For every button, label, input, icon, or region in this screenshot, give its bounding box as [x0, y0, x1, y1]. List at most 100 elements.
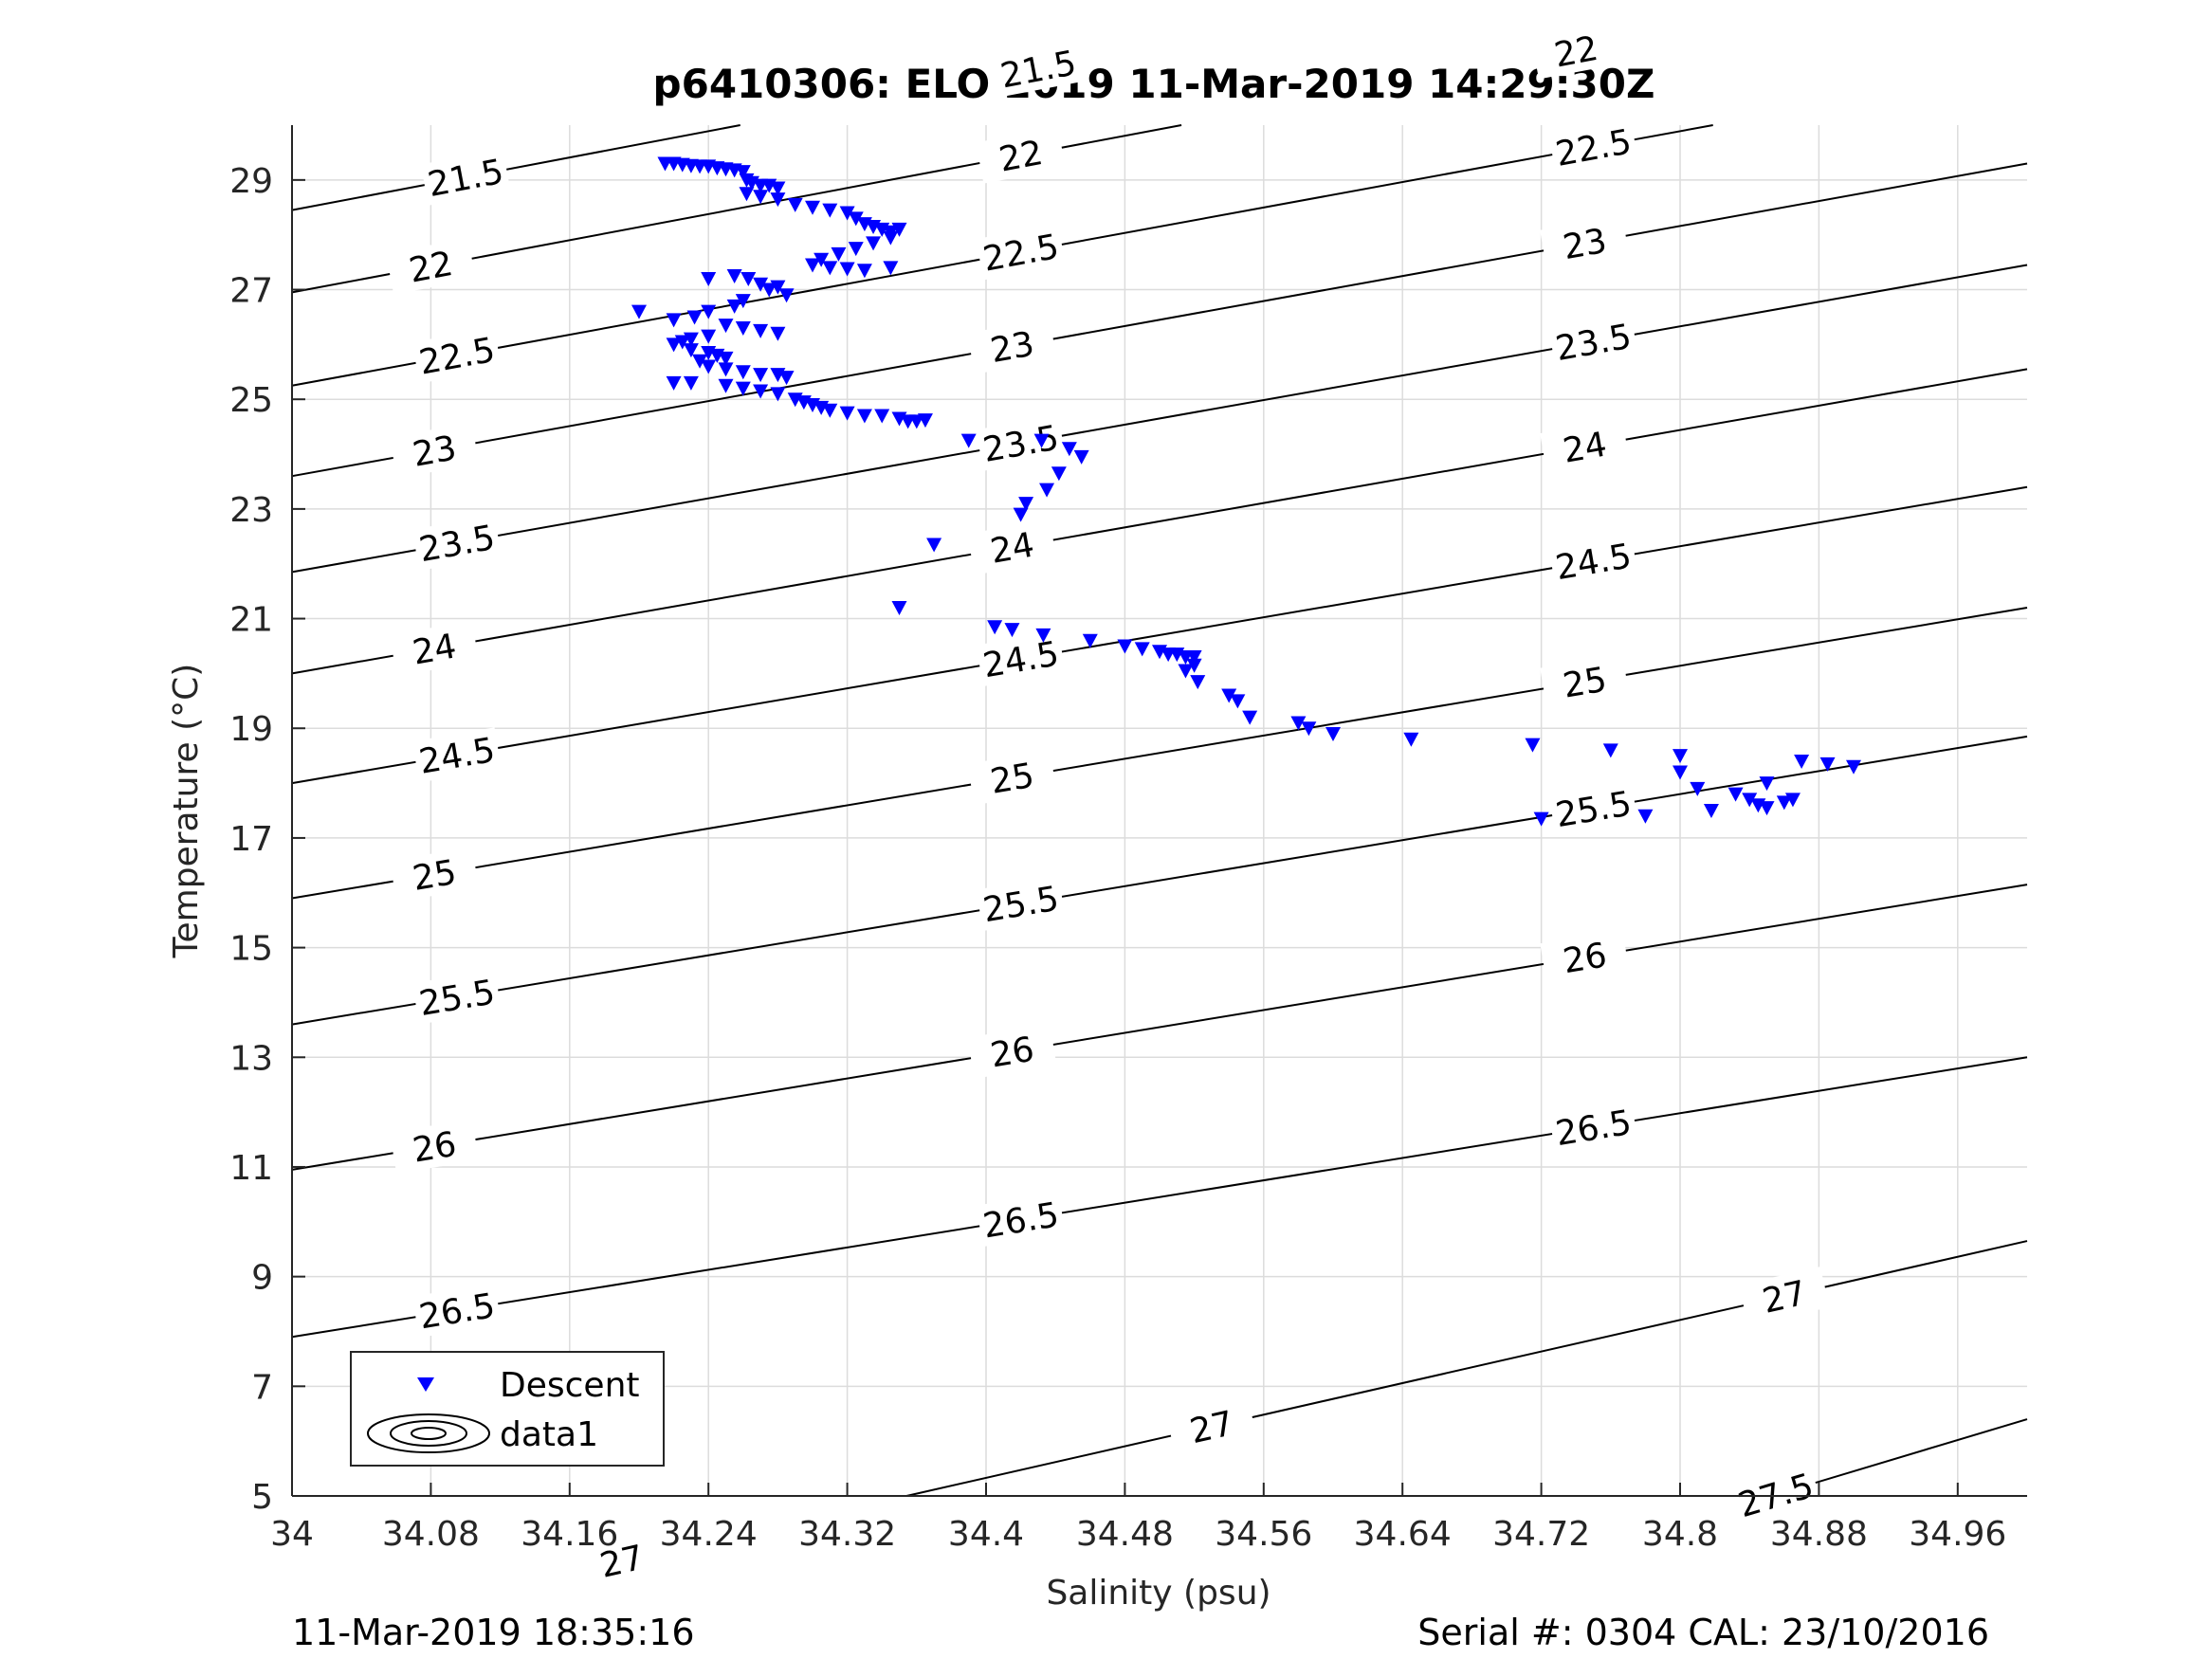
data-point — [856, 264, 872, 279]
contour-label-bg — [390, 1119, 480, 1175]
data-point — [1033, 433, 1050, 448]
data-point — [718, 319, 734, 334]
data-point — [1728, 787, 1744, 802]
data-point — [770, 192, 786, 208]
contour-label-bg — [420, 149, 511, 206]
y-tick-label: 29 — [229, 162, 273, 201]
data-point — [1134, 642, 1150, 657]
contour-label-bg — [1548, 314, 1638, 370]
data-point — [1230, 694, 1246, 709]
y-tick-label: 11 — [229, 1149, 273, 1188]
contour-label-bg — [1540, 929, 1630, 985]
y-tick-label: 17 — [229, 820, 273, 859]
data-point — [1602, 743, 1618, 758]
contour-label-bg — [386, 238, 476, 295]
data-point — [683, 343, 699, 358]
contour-label-bg — [389, 620, 480, 677]
contour-label-bg — [967, 750, 1057, 806]
data-point — [1784, 793, 1801, 808]
contour-line-26 — [291, 884, 2028, 1171]
y-tick-label: 5 — [251, 1478, 273, 1517]
data-point — [814, 252, 830, 267]
contour-label-bg — [993, 40, 1084, 98]
data-point — [1178, 664, 1194, 679]
footer-timestamp: 11-Mar-2019 18:35:16 — [292, 1612, 695, 1653]
data-point — [1673, 749, 1688, 764]
x-tick-label: 34.16 — [521, 1515, 618, 1554]
data-point — [1673, 765, 1688, 780]
data-point — [701, 304, 717, 319]
data-point — [1073, 449, 1089, 465]
data-point — [987, 620, 1003, 635]
x-tick-label: 34.24 — [660, 1515, 758, 1554]
data-point — [917, 413, 933, 428]
data-point — [1759, 776, 1775, 792]
legend-contour-icon — [367, 1413, 490, 1453]
data-point — [1117, 639, 1133, 654]
data-point — [1035, 628, 1051, 643]
contour-line-27 — [905, 1240, 2028, 1497]
data-point — [874, 409, 890, 424]
y-tick-label: 25 — [229, 381, 273, 420]
contour-label-bg — [967, 519, 1057, 575]
data-point — [1242, 710, 1258, 725]
data-point — [631, 304, 647, 319]
data-point — [1819, 757, 1836, 772]
contour-label-bg — [976, 630, 1066, 686]
data-point — [1742, 793, 1758, 808]
x-tick-label: 34.32 — [798, 1515, 896, 1554]
data-point — [666, 313, 682, 328]
x-tick-label: 34.08 — [382, 1515, 480, 1554]
data-point — [1703, 804, 1719, 818]
data-point — [822, 261, 838, 276]
x-tick-label: 34.48 — [1076, 1515, 1174, 1554]
axes-frame — [291, 125, 2027, 1497]
grid-lines — [292, 125, 2027, 1497]
data-point — [1051, 466, 1067, 482]
contour-label-bg — [967, 1024, 1057, 1079]
data-point — [960, 433, 977, 448]
data-point — [666, 375, 682, 391]
legend-box — [350, 1351, 665, 1467]
x-tick-label: 34 — [270, 1515, 314, 1554]
data-point — [778, 288, 795, 303]
contour-line-25-5 — [291, 735, 2028, 1026]
plot-area — [292, 125, 2027, 1496]
data-point — [839, 206, 855, 221]
contour-label: 23 — [410, 428, 459, 474]
y-axis-label: Temperature (°C) — [167, 664, 206, 959]
data-point — [1061, 442, 1077, 457]
contour-label-bg — [1548, 533, 1638, 589]
contour-label-bg — [411, 1283, 502, 1338]
x-axis-label: Salinity (psu) — [1046, 1574, 1271, 1613]
contour-label-bg — [1548, 118, 1638, 175]
data-point — [701, 271, 717, 286]
y-axis-ticks: 5 7 9 11 13 15 17 19 21 23 25 27 29 — [229, 162, 305, 1517]
x-tick-label: 34.88 — [1770, 1515, 1868, 1554]
data-point — [856, 409, 872, 424]
data-point — [866, 236, 882, 251]
data-point — [1082, 633, 1098, 648]
data-point — [839, 406, 855, 421]
data-point — [1301, 721, 1317, 737]
contour-label: 25 — [410, 853, 459, 899]
contour-label-bg — [976, 1192, 1066, 1248]
contour-label-bg — [1540, 654, 1630, 710]
data-point — [718, 362, 734, 377]
y-tick-label: 21 — [229, 601, 273, 640]
x-tick-label: 34.96 — [1909, 1515, 2006, 1554]
data-point — [740, 271, 757, 286]
data-point — [831, 246, 847, 262]
data-point — [735, 381, 751, 396]
data-point — [839, 262, 855, 277]
contour-label-bg — [1548, 780, 1638, 836]
contour-label-bg — [1166, 1396, 1257, 1456]
contour-label-bg — [411, 515, 503, 571]
data-point — [1039, 483, 1055, 498]
data-point — [822, 403, 838, 418]
contour-line-24-5 — [291, 485, 2028, 785]
data-point — [770, 326, 786, 341]
data-point — [692, 354, 708, 369]
data-point — [753, 384, 769, 399]
legend-data1-label: data1 — [500, 1415, 598, 1454]
